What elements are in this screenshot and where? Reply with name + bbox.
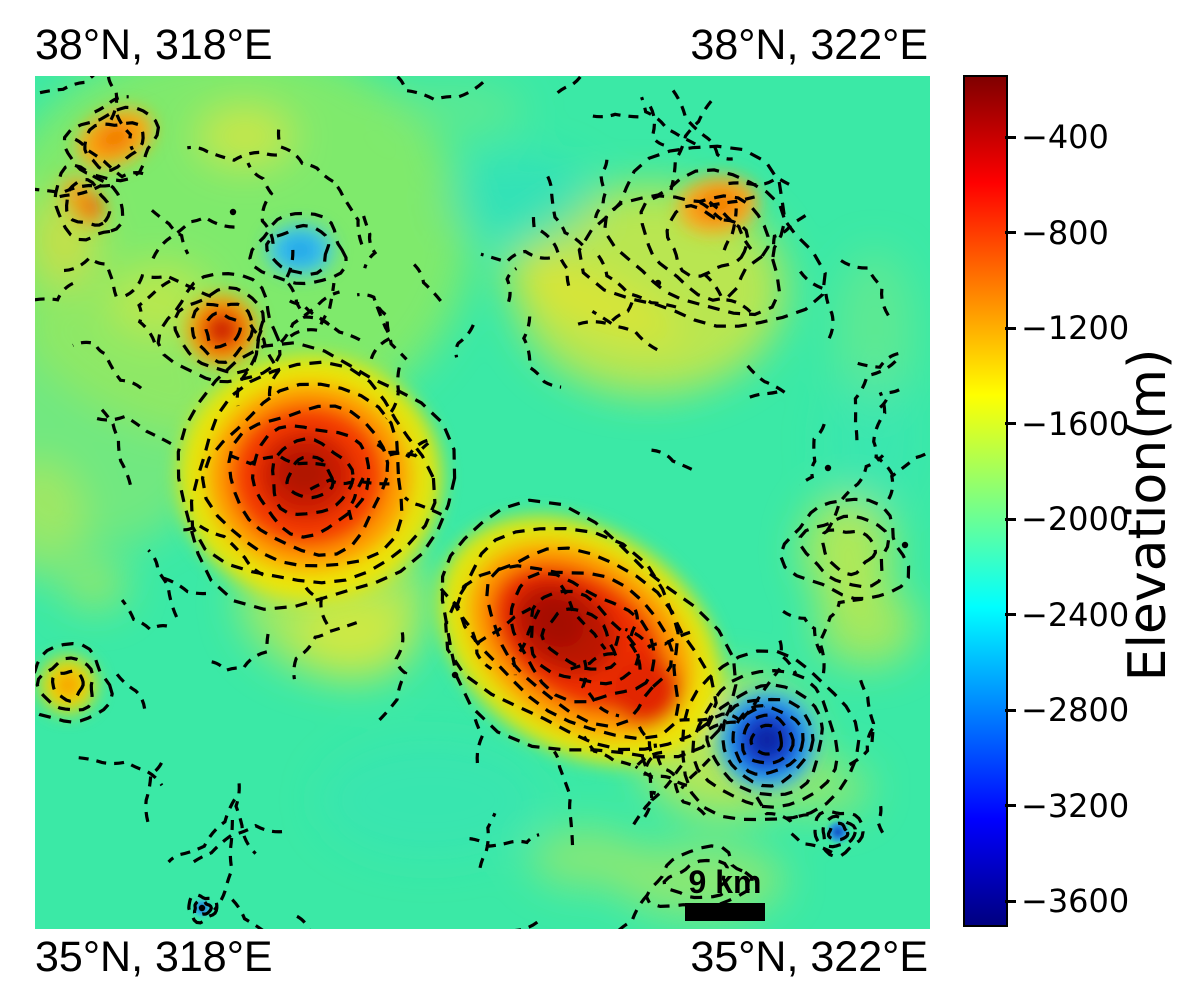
colorbar-tick-label: −2800 [1021, 691, 1130, 730]
colorbar-tick-mark [1005, 899, 1016, 903]
elevation-map [35, 76, 930, 929]
scale-bar [685, 903, 765, 921]
contour-lines [35, 76, 930, 929]
colorbar-tick-label: −2000 [1021, 500, 1130, 539]
corner-label-bottom-left: 35°N, 318°E [35, 933, 273, 981]
colorbar-tick-label: −800 [1021, 213, 1109, 252]
colorbar-tick-mark [1005, 326, 1016, 330]
colorbar-tick-label: −3200 [1021, 786, 1130, 825]
colorbar-tick-label: −1600 [1021, 404, 1130, 443]
colorbar [963, 75, 1008, 927]
colorbar-tick-mark [1005, 231, 1016, 235]
colorbar-axis-label: Elevation(m) [1118, 348, 1178, 682]
colorbar-tick-mark [1005, 613, 1016, 617]
colorbar-tick-label: −400 [1021, 118, 1109, 157]
colorbar-tick-label: −3600 [1021, 882, 1130, 921]
colorbar-tick-mark [1005, 708, 1016, 712]
colorbar-tick-label: −2400 [1021, 595, 1130, 634]
colorbar-tick-mark [1005, 804, 1016, 808]
corner-label-bottom-right: 35°N, 322°E [690, 933, 928, 981]
corner-label-top-left: 38°N, 318°E [35, 21, 273, 69]
colorbar-tick-mark [1005, 517, 1016, 521]
corner-label-top-right: 38°N, 322°E [690, 21, 928, 69]
colorbar-tick-mark [1005, 135, 1016, 139]
colorbar-tick-mark [1005, 422, 1016, 426]
colorbar-tick-label: −1200 [1021, 309, 1130, 348]
scale-bar-label: 9 km [688, 864, 762, 900]
terrain-washes [35, 76, 923, 918]
